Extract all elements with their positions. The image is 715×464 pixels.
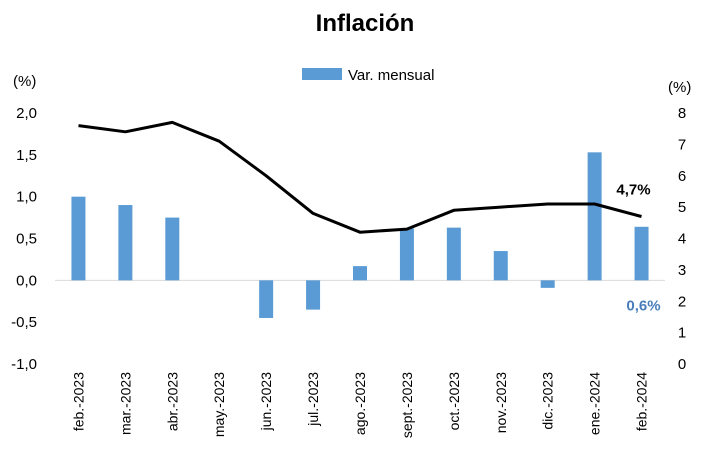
bar-last-value-label: 0,6% bbox=[626, 297, 660, 314]
x-tick-label: jul.-2023 bbox=[305, 372, 321, 427]
bar-dic.-2023 bbox=[540, 280, 555, 288]
bar-mar.-2023 bbox=[118, 205, 133, 281]
x-tick-label: dic.-2023 bbox=[540, 372, 556, 430]
bar-ene.-2024 bbox=[587, 152, 602, 281]
legend-swatch bbox=[302, 68, 342, 80]
right-axis-unit: (%) bbox=[668, 79, 691, 96]
annual-inflation-line bbox=[78, 120, 642, 234]
right-tick-label: 5 bbox=[678, 199, 686, 216]
x-tick-label: mar.-2023 bbox=[117, 372, 133, 435]
legend-label: Var. mensual bbox=[348, 67, 434, 84]
right-axis-ticks: 8 7 6 5 4 3 2 1 0 bbox=[678, 105, 686, 373]
bar-series bbox=[71, 152, 649, 318]
right-tick-label: 7 bbox=[678, 136, 686, 153]
x-tick-label: ene.-2024 bbox=[587, 372, 603, 435]
x-tick-label: jun.-2023 bbox=[258, 372, 274, 432]
right-tick-label: 4 bbox=[678, 231, 686, 248]
bar-feb.-2024 bbox=[634, 226, 649, 281]
x-tick-label: sept.-2023 bbox=[399, 372, 415, 438]
left-tick-label: -1,0 bbox=[11, 356, 37, 373]
left-tick-label: -0,5 bbox=[11, 314, 37, 331]
right-tick-label: 3 bbox=[678, 262, 686, 279]
left-tick-label: 1,0 bbox=[16, 189, 37, 206]
x-tick-label: nov.-2023 bbox=[493, 372, 509, 433]
left-axis-ticks: 2,0 1,5 1,0 0,5 0,0 -0,5 -1,0 bbox=[11, 105, 37, 373]
right-tick-label: 0 bbox=[678, 356, 686, 373]
x-tick-label: may.-2023 bbox=[211, 372, 227, 437]
left-tick-label: 2,0 bbox=[16, 105, 37, 122]
chart-title: Inflación bbox=[316, 10, 415, 37]
right-tick-label: 2 bbox=[678, 293, 686, 310]
line-last-value-label: 4,7% bbox=[616, 182, 650, 199]
bar-abr.-2023 bbox=[165, 217, 180, 281]
left-tick-label: 0,0 bbox=[16, 272, 37, 289]
bar-feb.-2023 bbox=[71, 196, 86, 281]
left-tick-label: 0,5 bbox=[16, 231, 37, 248]
left-axis-unit: (%) bbox=[13, 73, 36, 90]
right-tick-label: 8 bbox=[678, 105, 686, 122]
bar-nov.-2023 bbox=[493, 251, 508, 281]
right-tick-label: 1 bbox=[678, 325, 686, 342]
x-tick-label: feb.-2024 bbox=[634, 372, 650, 431]
x-tick-label: oct.-2023 bbox=[446, 372, 462, 431]
left-tick-label: 1,5 bbox=[16, 147, 37, 164]
bar-oct.-2023 bbox=[446, 227, 461, 281]
bar-jul.-2023 bbox=[306, 280, 321, 310]
x-axis-labels: feb.-2023 mar.-2023 abr.-2023 may.-2023 jun.… bbox=[70, 372, 649, 438]
right-tick-label: 6 bbox=[678, 168, 686, 185]
bar-ago.-2023 bbox=[353, 266, 367, 281]
x-tick-label: abr.-2023 bbox=[164, 372, 180, 431]
bar-sept.-2023 bbox=[399, 228, 414, 281]
x-tick-label: ago.-2023 bbox=[352, 372, 368, 435]
bar-jun.-2023 bbox=[259, 280, 274, 318]
x-tick-label: feb.-2023 bbox=[70, 372, 86, 431]
